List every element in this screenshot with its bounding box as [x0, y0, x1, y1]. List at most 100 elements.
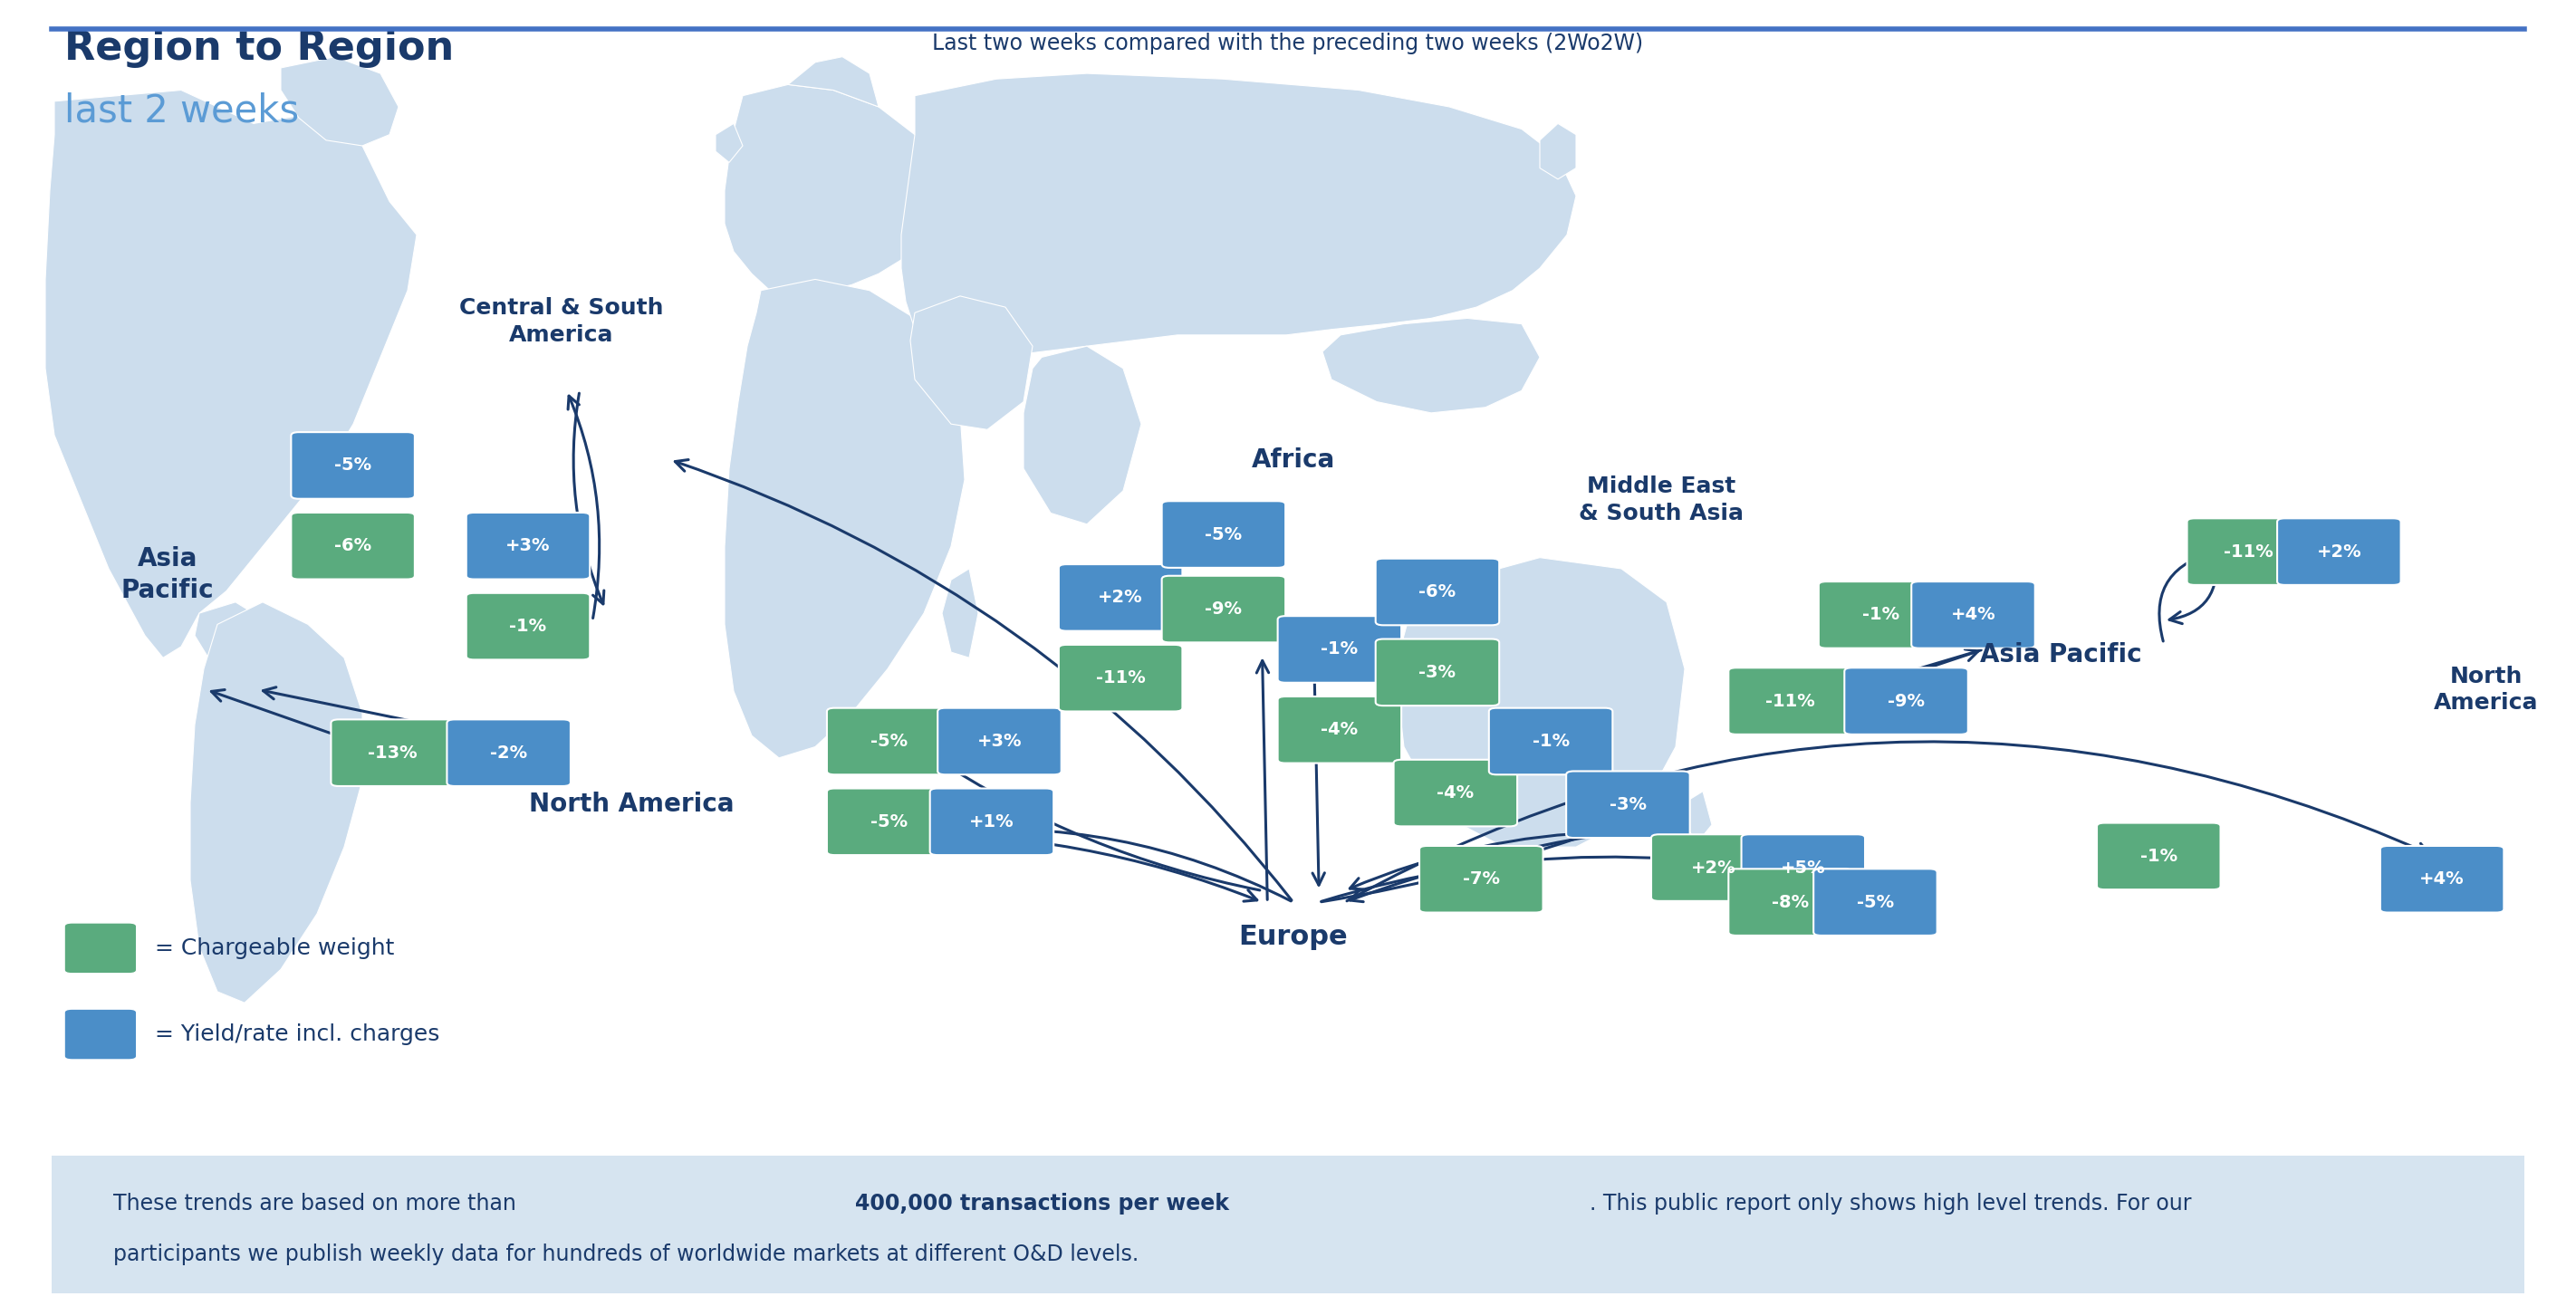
Text: North America: North America [528, 791, 734, 818]
Text: +3%: +3% [976, 733, 1023, 750]
Text: -3%: -3% [1419, 663, 1455, 680]
Polygon shape [788, 56, 878, 107]
FancyBboxPatch shape [1394, 760, 1517, 827]
Polygon shape [902, 73, 1577, 363]
FancyBboxPatch shape [1376, 559, 1499, 626]
FancyBboxPatch shape [1059, 564, 1182, 631]
Polygon shape [281, 56, 399, 146]
FancyBboxPatch shape [64, 1010, 137, 1059]
Text: Asia
Pacific: Asia Pacific [121, 546, 214, 603]
Text: Africa: Africa [1252, 447, 1334, 473]
Text: -6%: -6% [335, 537, 371, 555]
FancyBboxPatch shape [2277, 518, 2401, 585]
Text: Asia Pacific: Asia Pacific [1981, 643, 2141, 667]
Text: +4%: +4% [1950, 606, 1996, 623]
Text: +3%: +3% [505, 537, 551, 555]
Text: -1%: -1% [1321, 641, 1358, 658]
FancyBboxPatch shape [827, 708, 951, 774]
Text: -9%: -9% [1206, 601, 1242, 618]
Text: +2%: +2% [1097, 589, 1144, 606]
Text: -11%: -11% [2223, 543, 2275, 560]
Text: +2%: +2% [1690, 859, 1736, 876]
Polygon shape [46, 90, 417, 658]
Polygon shape [196, 602, 270, 680]
FancyBboxPatch shape [1741, 835, 1865, 901]
Text: North
America: North America [2434, 665, 2537, 714]
Text: -11%: -11% [1095, 670, 1146, 687]
Text: -1%: -1% [2141, 848, 2177, 865]
Polygon shape [1540, 124, 1577, 179]
Text: -5%: -5% [1206, 526, 1242, 543]
Text: -8%: -8% [1772, 893, 1808, 910]
FancyBboxPatch shape [2380, 846, 2504, 913]
FancyBboxPatch shape [1651, 835, 1775, 901]
Text: -13%: -13% [368, 744, 417, 761]
FancyBboxPatch shape [291, 432, 415, 499]
Polygon shape [191, 602, 363, 1003]
FancyBboxPatch shape [64, 923, 137, 973]
FancyBboxPatch shape [291, 512, 415, 580]
Text: +2%: +2% [2316, 543, 2362, 560]
Text: = Yield/rate incl. charges: = Yield/rate incl. charges [155, 1024, 440, 1045]
Text: -1%: -1% [1533, 733, 1569, 750]
FancyBboxPatch shape [1814, 868, 1937, 935]
Text: Region to Region: Region to Region [64, 29, 453, 68]
Polygon shape [1321, 319, 1540, 413]
Text: -3%: -3% [1610, 795, 1646, 814]
Text: -5%: -5% [871, 733, 907, 750]
FancyBboxPatch shape [1162, 576, 1285, 643]
Polygon shape [909, 296, 1033, 430]
Text: Central & South
America: Central & South America [459, 298, 665, 346]
Polygon shape [943, 568, 979, 658]
Text: Europe: Europe [1239, 923, 1347, 949]
Text: -4%: -4% [1321, 721, 1358, 738]
FancyBboxPatch shape [1844, 667, 1968, 734]
Text: -5%: -5% [335, 457, 371, 474]
Text: -6%: -6% [1419, 584, 1455, 601]
Text: 400,000 transactions per week: 400,000 transactions per week [855, 1192, 1229, 1215]
Text: . This public report only shows high level trends. For our: . This public report only shows high lev… [1589, 1192, 2192, 1215]
Text: participants we publish weekly data for hundreds of worldwide markets at differe: participants we publish weekly data for … [113, 1243, 1139, 1266]
FancyBboxPatch shape [938, 708, 1061, 774]
FancyBboxPatch shape [1911, 581, 2035, 648]
FancyBboxPatch shape [1728, 868, 1852, 935]
Text: -9%: -9% [1888, 692, 1924, 709]
FancyBboxPatch shape [52, 1156, 2524, 1293]
Polygon shape [716, 124, 742, 162]
Polygon shape [724, 279, 963, 757]
Text: -11%: -11% [1765, 692, 1816, 709]
FancyBboxPatch shape [1278, 696, 1401, 763]
Text: -2%: -2% [489, 744, 528, 761]
FancyBboxPatch shape [1728, 667, 1852, 734]
FancyBboxPatch shape [2097, 823, 2221, 889]
Polygon shape [724, 85, 943, 296]
FancyBboxPatch shape [448, 720, 569, 786]
FancyBboxPatch shape [930, 789, 1054, 855]
FancyBboxPatch shape [1059, 645, 1182, 712]
FancyBboxPatch shape [2187, 518, 2311, 585]
Text: -1%: -1% [510, 618, 546, 635]
FancyBboxPatch shape [330, 720, 453, 786]
Text: -7%: -7% [1463, 871, 1499, 888]
Text: -4%: -4% [1437, 785, 1473, 802]
FancyBboxPatch shape [1489, 708, 1613, 774]
FancyBboxPatch shape [1419, 846, 1543, 913]
Text: -5%: -5% [871, 814, 907, 831]
FancyBboxPatch shape [466, 593, 590, 660]
Text: These trends are based on more than: These trends are based on more than [113, 1192, 523, 1215]
Polygon shape [1023, 346, 1141, 524]
FancyBboxPatch shape [1376, 639, 1499, 705]
Polygon shape [1682, 791, 1713, 841]
Text: = Chargeable weight: = Chargeable weight [155, 938, 394, 959]
FancyBboxPatch shape [1566, 771, 1690, 838]
Text: last 2 weeks: last 2 weeks [64, 91, 299, 131]
Text: +5%: +5% [1780, 859, 1826, 876]
Polygon shape [1394, 558, 1685, 848]
FancyBboxPatch shape [1819, 581, 1942, 648]
FancyBboxPatch shape [466, 512, 590, 580]
Text: -5%: -5% [1857, 893, 1893, 910]
Text: +1%: +1% [969, 814, 1015, 831]
FancyBboxPatch shape [827, 789, 951, 855]
Text: Middle East
& South Asia: Middle East & South Asia [1579, 475, 1744, 524]
Text: Last two weeks compared with the preceding two weeks (2Wo2W): Last two weeks compared with the precedi… [933, 33, 1643, 54]
